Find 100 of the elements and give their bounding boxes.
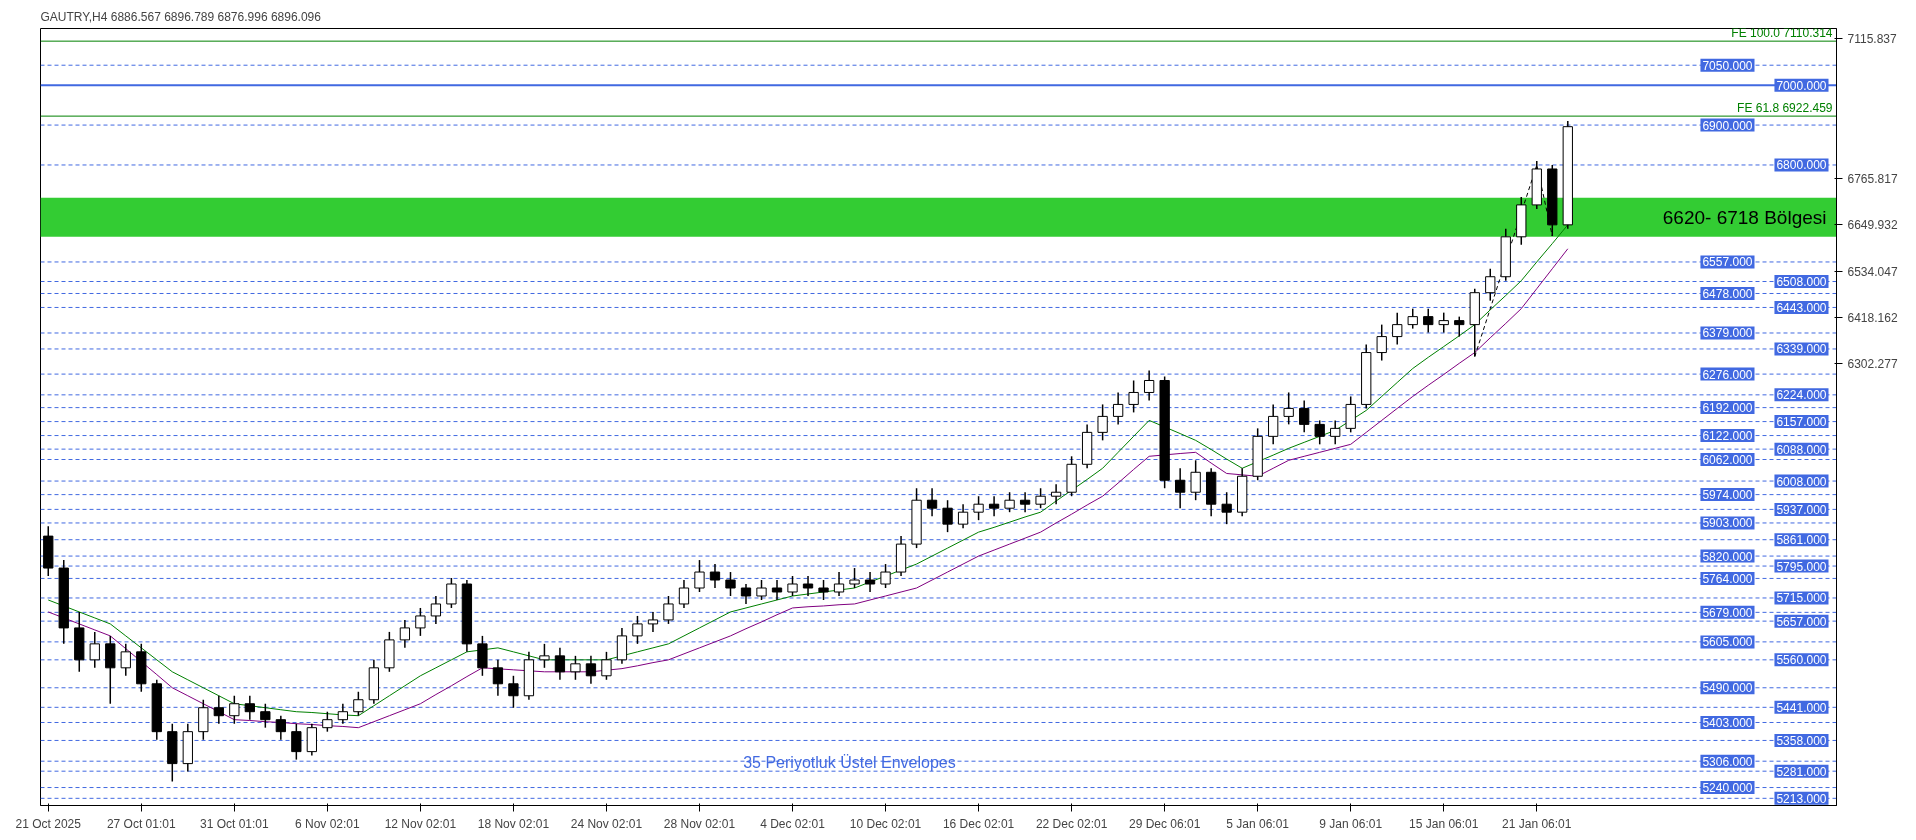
candlestick <box>663 595 674 625</box>
ref-line-label: 5403.000 <box>1702 715 1753 730</box>
candlestick <box>399 619 411 649</box>
candlestick <box>430 595 442 625</box>
candlestick <box>880 563 891 589</box>
ref-line-label: 5795.000 <box>1776 559 1827 574</box>
candlestick <box>616 627 628 665</box>
annotation: 35 Periyotluk Üstel Envelopes <box>743 753 956 771</box>
ref-line-label: 5657.000 <box>1776 614 1827 629</box>
candlestick <box>709 563 721 589</box>
x-tick-label: 9 Jan 06:01 <box>1319 816 1383 831</box>
candlestick <box>275 714 286 741</box>
candlestick <box>1112 391 1124 426</box>
ref-line-label: 6557.000 <box>1702 255 1753 270</box>
ref-line-label: 5490.000 <box>1702 681 1753 696</box>
candlestick <box>694 559 705 593</box>
candlestick <box>1050 483 1062 505</box>
candlestick <box>1175 467 1186 509</box>
candlestick <box>1299 399 1310 434</box>
candlestick <box>818 579 829 601</box>
candlestick <box>864 571 876 593</box>
candlestick <box>1004 491 1015 513</box>
candlestick <box>1190 459 1201 501</box>
ref-line-label: 5213.000 <box>1776 791 1827 806</box>
x-tick-label: 18 Nov 02:01 <box>477 816 550 831</box>
annotation: FE 61.8 6922.459 <box>1737 101 1833 116</box>
ref-line-label: 7050.000 <box>1702 58 1753 73</box>
candlestick <box>1097 403 1108 442</box>
candlestick <box>1423 307 1434 334</box>
candlestick <box>787 575 798 597</box>
candlestick <box>1485 267 1496 302</box>
ref-line-label: 6800.000 <box>1776 158 1827 173</box>
ref-line-label: 5441.000 <box>1776 700 1827 715</box>
x-tick-label: 5 Jan 06:01 <box>1226 816 1290 831</box>
candlestick <box>926 487 938 517</box>
ref-line-label: 6088.000 <box>1776 442 1827 457</box>
chart-title: GAUTRY,H4 6886.567 6896.789 6876.996 6896.096 <box>40 9 322 24</box>
ref-line-label: 6062.000 <box>1702 453 1753 467</box>
y-tick-label: 6649.932 <box>1847 218 1898 233</box>
candlestick <box>229 695 240 725</box>
candlestick <box>1330 419 1341 446</box>
ref-line-label: 6508.000 <box>1776 275 1827 290</box>
ref-line-label: 5605.000 <box>1702 635 1753 650</box>
candlestick <box>771 579 783 601</box>
x-tick-label: 28 Nov 02:01 <box>663 816 736 831</box>
x-tick-label: 6 Nov 02:01 <box>295 816 361 831</box>
candlestick <box>833 571 845 597</box>
ref-line-label: 6339.000 <box>1776 342 1827 357</box>
x-tick-label: 21 Oct 2025 <box>15 816 82 831</box>
candlestick <box>1407 307 1418 330</box>
x-tick-label: 21 Jan 06:01 <box>1502 816 1572 831</box>
y-tick-label: 7115.837 <box>1847 32 1897 47</box>
candlestick <box>120 643 131 677</box>
y-tick-label: 6302.277 <box>1847 357 1898 372</box>
x-tick-label: 29 Dec 06:01 <box>1128 816 1201 831</box>
candlestick <box>291 722 302 761</box>
candlestick <box>105 635 116 705</box>
candlestick <box>1392 311 1403 346</box>
candlestick <box>415 607 426 637</box>
candlestick <box>213 695 224 725</box>
candlestick <box>244 695 255 721</box>
x-tick-label: 4 Dec 02:01 <box>760 816 826 831</box>
candlestick <box>1268 403 1279 446</box>
ref-line-label: 5903.000 <box>1702 516 1753 531</box>
ref-line-label: 5679.000 <box>1702 605 1753 620</box>
y-tick-label: 6418.162 <box>1847 310 1898 325</box>
ref-line-label: 6157.000 <box>1776 415 1827 430</box>
candlestick <box>1143 369 1155 402</box>
ref-line-label: 5764.000 <box>1702 571 1753 586</box>
candlestick <box>1221 491 1232 525</box>
candlestick <box>1314 419 1325 446</box>
ref-line-label: 6478.000 <box>1702 286 1753 301</box>
candlestick <box>1283 391 1294 426</box>
ref-line-label: 5820.000 <box>1702 549 1753 564</box>
candlestick <box>554 647 566 681</box>
ref-line-label: 5306.000 <box>1702 754 1753 769</box>
candlestick <box>632 615 643 645</box>
candlestick <box>1128 379 1139 414</box>
y-tick-label: 6765.817 <box>1847 172 1898 187</box>
x-tick-label: 27 Oct 01:01 <box>106 816 176 831</box>
candlestick <box>647 611 659 633</box>
ref-line-label: 5861.000 <box>1776 533 1827 548</box>
candlestick <box>446 577 457 609</box>
annotation: FE 100.0 7110.314 <box>1731 26 1833 41</box>
ref-line-label: 5240.000 <box>1702 781 1753 796</box>
candlestick <box>1454 315 1465 338</box>
candlestick <box>740 583 752 605</box>
candlestick <box>678 579 690 609</box>
candlestick <box>1345 395 1356 434</box>
ref-line-label: 6122.000 <box>1702 429 1753 444</box>
candlestick <box>725 571 736 597</box>
candlestick <box>89 631 100 669</box>
x-tick-label: 15 Jan 06:01 <box>1409 816 1479 831</box>
ref-line-label: 5358.000 <box>1776 733 1827 748</box>
x-tick-label: 22 Dec 02:01 <box>1035 816 1108 831</box>
ref-line-label: 5937.000 <box>1776 502 1827 517</box>
candlestick <box>1019 491 1031 513</box>
candlestick <box>508 675 519 709</box>
ref-line-label: 6224.000 <box>1776 388 1827 403</box>
ref-line-label: 6900.000 <box>1702 118 1753 133</box>
